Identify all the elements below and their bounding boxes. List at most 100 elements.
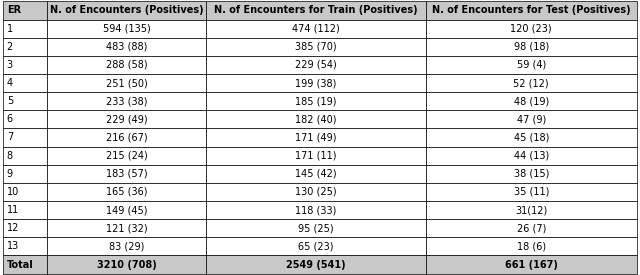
Bar	[47, 201, 207, 219]
Bar	[426, 201, 637, 219]
Text: 2549 (541): 2549 (541)	[286, 260, 346, 270]
Text: 171 (49): 171 (49)	[295, 133, 337, 142]
Bar	[426, 128, 637, 147]
Bar	[207, 183, 426, 201]
Bar	[47, 20, 207, 38]
Text: 165 (36): 165 (36)	[106, 187, 147, 197]
Text: 120 (23): 120 (23)	[510, 24, 552, 34]
Bar	[426, 219, 637, 237]
Bar	[3, 74, 47, 92]
Bar	[3, 183, 47, 201]
Text: 83 (29): 83 (29)	[109, 241, 145, 251]
Text: 118 (33): 118 (33)	[295, 205, 337, 215]
Text: 38 (15): 38 (15)	[513, 169, 549, 179]
Text: 8: 8	[6, 151, 13, 161]
Bar	[47, 165, 207, 183]
Bar	[207, 38, 426, 56]
Text: 11: 11	[6, 205, 19, 215]
Bar	[3, 56, 47, 74]
Bar	[47, 110, 207, 128]
Bar	[3, 128, 47, 147]
Text: 171 (11): 171 (11)	[295, 151, 337, 161]
Text: 199 (38): 199 (38)	[295, 78, 337, 88]
Text: 233 (38): 233 (38)	[106, 96, 147, 106]
Bar	[426, 255, 637, 274]
Bar	[207, 147, 426, 165]
Bar	[426, 165, 637, 183]
Bar	[426, 20, 637, 38]
Text: N. of Encounters for Test (Positives): N. of Encounters for Test (Positives)	[432, 6, 630, 15]
Bar	[207, 56, 426, 74]
Text: Total: Total	[6, 260, 33, 270]
Bar	[47, 56, 207, 74]
Bar	[3, 38, 47, 56]
Bar	[207, 1, 426, 20]
Text: 661 (167): 661 (167)	[505, 260, 557, 270]
Text: 44 (13): 44 (13)	[513, 151, 549, 161]
Text: 149 (45): 149 (45)	[106, 205, 147, 215]
Bar	[47, 38, 207, 56]
Text: 18 (6): 18 (6)	[516, 241, 546, 251]
Text: ER: ER	[6, 6, 21, 15]
Text: 6: 6	[6, 114, 13, 124]
Bar	[47, 147, 207, 165]
Text: 7: 7	[6, 133, 13, 142]
Text: 2: 2	[6, 42, 13, 52]
Text: 229 (54): 229 (54)	[295, 60, 337, 70]
Text: 45 (18): 45 (18)	[513, 133, 549, 142]
Text: 183 (57): 183 (57)	[106, 169, 148, 179]
Text: 3: 3	[6, 60, 13, 70]
Bar	[3, 147, 47, 165]
Bar	[426, 110, 637, 128]
Bar	[3, 110, 47, 128]
Text: 95 (25): 95 (25)	[298, 223, 334, 233]
Text: 130 (25): 130 (25)	[295, 187, 337, 197]
Text: 594 (135): 594 (135)	[103, 24, 150, 34]
Text: 5: 5	[6, 96, 13, 106]
Bar	[47, 255, 207, 274]
Bar	[47, 237, 207, 255]
Text: 185 (19): 185 (19)	[295, 96, 337, 106]
Bar	[426, 74, 637, 92]
Bar	[47, 128, 207, 147]
Bar	[426, 237, 637, 255]
Text: 52 (12): 52 (12)	[513, 78, 549, 88]
Text: 385 (70): 385 (70)	[295, 42, 337, 52]
Bar	[47, 74, 207, 92]
Text: 474 (112): 474 (112)	[292, 24, 340, 34]
Bar	[47, 1, 207, 20]
Bar	[47, 92, 207, 110]
Bar	[207, 110, 426, 128]
Bar	[426, 38, 637, 56]
Bar	[3, 237, 47, 255]
Bar	[207, 20, 426, 38]
Bar	[207, 165, 426, 183]
Bar	[426, 183, 637, 201]
Text: 216 (67): 216 (67)	[106, 133, 148, 142]
Bar	[426, 56, 637, 74]
Text: 48 (19): 48 (19)	[513, 96, 549, 106]
Text: 13: 13	[6, 241, 19, 251]
Bar	[207, 92, 426, 110]
Text: 47 (9): 47 (9)	[516, 114, 546, 124]
Text: N. of Encounters for Train (Positives): N. of Encounters for Train (Positives)	[214, 6, 418, 15]
Bar	[3, 219, 47, 237]
Text: 26 (7): 26 (7)	[516, 223, 546, 233]
Bar	[207, 201, 426, 219]
Bar	[47, 183, 207, 201]
Bar	[426, 92, 637, 110]
Bar	[207, 74, 426, 92]
Bar	[207, 219, 426, 237]
Bar	[3, 255, 47, 274]
Text: 10: 10	[6, 187, 19, 197]
Text: 12: 12	[6, 223, 19, 233]
Text: 98 (18): 98 (18)	[513, 42, 549, 52]
Bar	[3, 1, 47, 20]
Text: 9: 9	[6, 169, 13, 179]
Bar	[207, 128, 426, 147]
Text: N. of Encounters (Positives): N. of Encounters (Positives)	[50, 6, 204, 15]
Bar	[3, 201, 47, 219]
Bar	[3, 165, 47, 183]
Text: 1: 1	[6, 24, 13, 34]
Text: 65 (23): 65 (23)	[298, 241, 334, 251]
